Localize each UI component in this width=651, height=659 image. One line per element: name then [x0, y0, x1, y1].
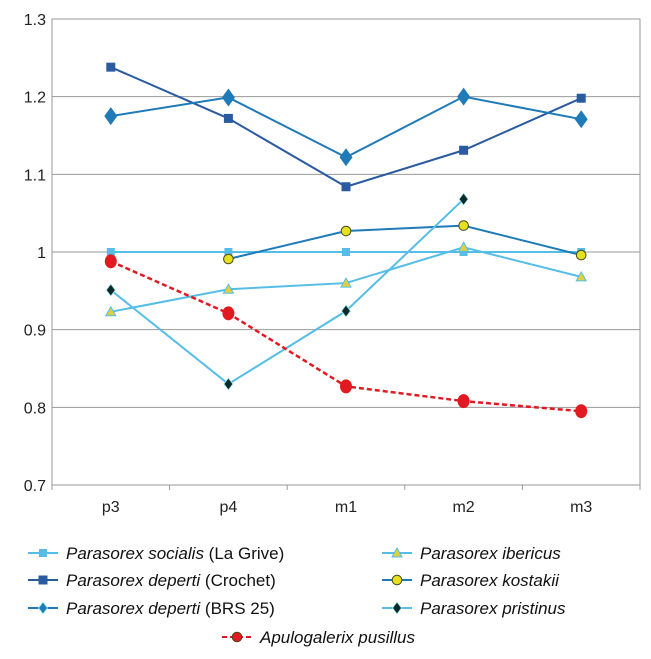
- data-point: [341, 304, 351, 318]
- data-point: [575, 404, 588, 419]
- data-point: [340, 277, 352, 288]
- legend-item: Parasorex deperti (BRS 25): [28, 599, 275, 618]
- legend-item: Parasorex ibericus: [382, 544, 561, 563]
- data-point: [224, 248, 233, 256]
- data-point: [459, 248, 468, 256]
- data-point: [575, 270, 588, 282]
- y-tick-label: 1: [37, 245, 46, 262]
- legend-label: Parasorex pristinus: [420, 599, 566, 618]
- legend-marker: [391, 546, 403, 558]
- legend-label-species: Parasorex ibericus: [420, 544, 561, 563]
- legend-marker: [38, 575, 48, 585]
- legend-marker: [391, 574, 403, 586]
- series-1: [104, 241, 588, 317]
- legend: Parasorex socialis (La Grive) Parasorex i…: [28, 544, 566, 647]
- legend-marker: [231, 631, 243, 643]
- legend-label: Parasorex socialis (La Grive): [66, 544, 284, 563]
- x-tick-label: p3: [102, 499, 120, 516]
- data-point: [575, 249, 587, 261]
- series-6: [104, 254, 588, 419]
- legend-label: Parasorex deperti (Crochet): [66, 571, 276, 590]
- legend-label: Parasorex kostakii: [420, 571, 560, 590]
- series-3: [223, 220, 587, 265]
- legend-label-site: (Crochet): [200, 571, 276, 590]
- data-point: [223, 377, 234, 391]
- data-point: [104, 305, 117, 317]
- data-point: [576, 93, 586, 103]
- data-point: [457, 87, 471, 106]
- legend-label: Parasorex ibericus: [420, 544, 561, 563]
- data-point: [222, 306, 235, 321]
- x-tick-label: m3: [570, 499, 592, 516]
- data-point: [459, 145, 469, 155]
- series-2: [106, 62, 586, 192]
- data-point: [222, 283, 235, 294]
- data-point: [340, 225, 352, 237]
- legend-label-species: Apulogalerix pusillus: [259, 628, 415, 647]
- legend-item: Parasorex kostakii: [382, 571, 560, 590]
- legend-marker: [392, 601, 402, 615]
- legend-item: Parasorex socialis (La Grive): [28, 544, 284, 563]
- y-tick-label: 0.8: [24, 400, 46, 417]
- y-tick-label: 1.1: [24, 167, 46, 184]
- data-point: [221, 88, 235, 107]
- legend-item: Parasorex pristinus: [382, 599, 566, 618]
- y-axis: 0.7 0.8 0.9 1 1.1 1.2 1.3: [24, 12, 46, 495]
- y-tick-label: 1.2: [24, 90, 46, 107]
- y-tick-label: 0.9: [24, 323, 46, 340]
- x-tick-label: m1: [335, 499, 357, 516]
- legend-label-species: Parasorex socialis: [66, 544, 204, 563]
- series-line: [110, 66, 582, 188]
- legend-label: Apulogalerix pusillus: [259, 628, 415, 647]
- data-point: [106, 62, 116, 72]
- legend-label-site: (La Grive): [204, 544, 284, 563]
- legend-label-site: (BRS 25): [200, 599, 275, 618]
- plot-frame: [51, 18, 641, 486]
- legend-label-species: Parasorex deperti: [66, 571, 201, 590]
- data-point: [104, 107, 118, 126]
- data-point: [223, 113, 233, 123]
- series-lines: [104, 62, 588, 419]
- data-point: [457, 394, 470, 409]
- y-tick-label: 1.3: [24, 12, 46, 29]
- series-line: [228, 224, 582, 260]
- data-point: [457, 241, 470, 252]
- legend-label-species: Parasorex deperti: [66, 599, 201, 618]
- data-point: [458, 192, 469, 206]
- legend-marker: [39, 549, 47, 557]
- legend-label-species: Parasorex kostakii: [420, 571, 560, 590]
- y-tick-label: 0.7: [24, 478, 46, 495]
- data-point: [342, 248, 350, 256]
- x-axis: p3 p4 m1 m2 m3: [102, 499, 593, 516]
- series-line: [110, 95, 582, 159]
- data-point: [223, 253, 234, 265]
- data-point: [458, 220, 469, 231]
- data-point: [105, 283, 116, 297]
- data-point: [340, 379, 352, 394]
- legend-label: Parasorex deperti (BRS 25): [66, 599, 275, 618]
- series-5: [105, 192, 469, 391]
- data-point: [574, 110, 588, 129]
- data-point: [341, 182, 351, 192]
- series-line: [110, 198, 465, 386]
- data-point: [104, 254, 117, 269]
- data-point: [106, 248, 115, 256]
- data-point: [339, 148, 353, 167]
- series-4: [104, 87, 588, 167]
- x-tick-label: p4: [220, 499, 238, 516]
- legend-marker: [38, 601, 48, 615]
- legend-item: Parasorex deperti (Crochet): [28, 571, 276, 590]
- legend-label-species: Parasorex pristinus: [420, 599, 566, 618]
- series-0: [106, 248, 586, 256]
- x-tick-label: m2: [452, 499, 474, 516]
- legend-item: Apulogalerix pusillus: [222, 628, 415, 647]
